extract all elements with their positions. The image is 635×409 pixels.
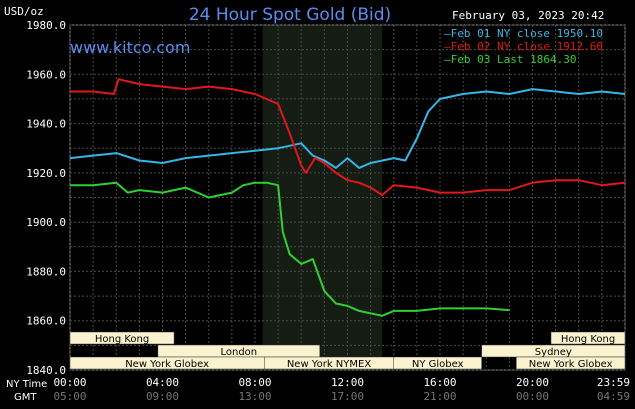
trading-sessions: Hong Kong London New York Globex New York N… bbox=[69, 331, 626, 370]
series-lines bbox=[69, 78, 626, 317]
ny-tick-label: 20:00 bbox=[516, 376, 549, 389]
session-label: NY Globex bbox=[412, 359, 464, 370]
ny-tick-label: 04:00 bbox=[146, 376, 179, 389]
series-line-2 bbox=[70, 78, 626, 196]
session-label: New York NYMEX bbox=[287, 359, 372, 370]
session-box bbox=[69, 331, 175, 345]
gmt-label: GMT bbox=[14, 392, 37, 403]
session-label: Sydney bbox=[535, 347, 572, 358]
series-line-3 bbox=[70, 181, 510, 317]
session-box bbox=[393, 356, 482, 370]
legend: —Feb 01 NY close 1950.10 —Feb 02 NY clos… bbox=[444, 27, 603, 66]
timestamp: February 03, 2023 20:42 bbox=[452, 9, 605, 22]
gmt-tick-label: 05:00 bbox=[53, 390, 86, 403]
chart-title: 24 Hour Spot Gold (Bid) bbox=[188, 5, 392, 25]
y-tick-label: 1920.0 bbox=[26, 167, 66, 180]
y-tick-label: 1960.0 bbox=[26, 68, 66, 81]
x-axis: NY TimeGMT00:0005:0004:0009:0008:0013:00… bbox=[6, 376, 630, 403]
gmt-tick-label: 00:00 bbox=[516, 390, 549, 403]
series-line-1 bbox=[69, 88, 626, 169]
y-tick-label: 1840.0 bbox=[26, 364, 66, 377]
website-label: www.kitco.com bbox=[70, 38, 191, 57]
session-box bbox=[550, 331, 626, 345]
unit-label: USD/oz bbox=[4, 5, 44, 18]
session-label: London bbox=[220, 347, 257, 358]
y-tick-label: 1980.0 bbox=[26, 19, 66, 32]
y-tick-label: 1880.0 bbox=[26, 265, 66, 278]
grid bbox=[69, 24, 626, 371]
gmt-tick-label: 04:59 bbox=[597, 390, 630, 403]
legend-item-feb03: —Feb 03 Last 1864.30 bbox=[444, 53, 577, 66]
y-tick-label: 1940.0 bbox=[26, 118, 66, 131]
ny-tick-label: 08:00 bbox=[238, 376, 271, 389]
gmt-tick-label: 21:00 bbox=[423, 390, 456, 403]
session-label: New York Globex bbox=[529, 359, 613, 370]
ny-tick-label: 00:00 bbox=[53, 376, 86, 389]
y-tick-label: 1860.0 bbox=[26, 315, 66, 328]
ny-tick-label: 12:00 bbox=[331, 376, 364, 389]
session-box bbox=[516, 356, 626, 370]
y-tick-label: 1900.0 bbox=[26, 216, 66, 229]
session-label: Hong Kong bbox=[561, 334, 615, 345]
ny-time-label: NY Time bbox=[6, 379, 47, 390]
ny-tick-label: 23:59 bbox=[597, 376, 630, 389]
legend-item-feb02: —Feb 02 NY close 1912.60 bbox=[444, 40, 603, 53]
ny-tick-label: 16:00 bbox=[423, 376, 456, 389]
y-axis: 1980.0 1960.0 1940.0 1920.0 1900.0 1880.0 1860… bbox=[26, 19, 66, 377]
gmt-tick-label: 09:00 bbox=[146, 390, 179, 403]
legend-item-feb01: —Feb 01 NY close 1950.10 bbox=[444, 27, 603, 40]
gmt-tick-label: 13:00 bbox=[238, 390, 271, 403]
session-label: Hong Kong bbox=[95, 334, 149, 345]
session-label: New York Globex bbox=[125, 359, 209, 370]
gmt-tick-label: 17:00 bbox=[331, 390, 364, 403]
